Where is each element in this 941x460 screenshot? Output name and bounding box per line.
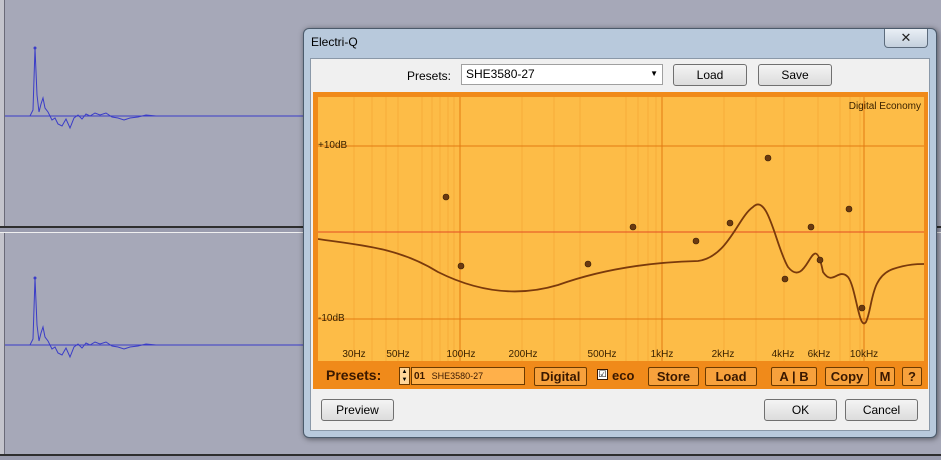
freq-label: 6kHz bbox=[807, 349, 831, 360]
chevron-up-icon[interactable]: ▲ bbox=[401, 369, 408, 375]
eq-point[interactable] bbox=[858, 304, 866, 312]
eq-point[interactable] bbox=[457, 262, 465, 270]
freq-label: 200Hz bbox=[508, 349, 538, 360]
eq-curve-canvas[interactable] bbox=[318, 97, 924, 361]
eco-label: eco bbox=[612, 368, 635, 383]
presets-label: Presets: bbox=[407, 69, 452, 83]
dialog-title: Electri-Q bbox=[311, 35, 358, 49]
eq-point[interactable] bbox=[692, 237, 700, 245]
bar-load-button[interactable]: Load bbox=[705, 367, 757, 386]
preset-name-field[interactable]: 01 SHE3580-27 bbox=[411, 367, 525, 385]
freq-label: 100Hz bbox=[446, 349, 476, 360]
preset-number: 01 bbox=[414, 371, 426, 382]
eq-point[interactable] bbox=[442, 193, 450, 201]
eq-panel: Digital Economy +10dB -10dB 30Hz 50Hz 10… bbox=[313, 92, 928, 389]
eq-graph[interactable]: Digital Economy +10dB -10dB 30Hz 50Hz 10… bbox=[318, 97, 924, 361]
db-label-minus10: -10dB bbox=[318, 313, 345, 324]
chevron-down-icon[interactable]: ▼ bbox=[401, 377, 408, 383]
eq-point[interactable] bbox=[845, 205, 853, 213]
eq-brand-label: Digital Economy bbox=[848, 101, 921, 112]
track-edge bbox=[0, 0, 5, 226]
waveform-2 bbox=[5, 276, 303, 359]
close-icon: ✕ bbox=[900, 30, 912, 45]
eq-point[interactable] bbox=[781, 275, 789, 283]
ab-compare-button[interactable]: A | B bbox=[771, 367, 817, 386]
eq-point[interactable] bbox=[816, 256, 824, 264]
save-preset-button[interactable]: Save bbox=[758, 64, 832, 86]
title-bar[interactable]: Electri-Q ✕ bbox=[304, 29, 936, 55]
close-button[interactable]: ✕ bbox=[884, 29, 928, 48]
m-button[interactable]: M bbox=[875, 367, 895, 386]
freq-label: 1kHz bbox=[650, 349, 674, 360]
freq-label: 500Hz bbox=[587, 349, 617, 360]
grid-lines bbox=[353, 97, 861, 361]
digital-button[interactable]: Digital bbox=[534, 367, 587, 386]
ok-button[interactable]: OK bbox=[764, 399, 837, 421]
eq-point[interactable] bbox=[764, 154, 772, 162]
eq-control-bar: Presets: ▲ ▼ 01 SHE3580-27 Digital ☑ eco… bbox=[313, 362, 928, 389]
eq-response-curve bbox=[318, 203, 924, 325]
eq-point[interactable] bbox=[629, 223, 637, 231]
freq-label: 10kHz bbox=[849, 349, 879, 360]
electri-q-dialog: Electri-Q ✕ Presets: SHE3580-27 ▼ Load S… bbox=[303, 28, 937, 438]
preview-button[interactable]: Preview bbox=[321, 399, 394, 421]
track-edge bbox=[0, 233, 5, 454]
freq-label: 50Hz bbox=[386, 349, 410, 360]
help-button[interactable]: ? bbox=[902, 367, 922, 386]
bar-presets-label: Presets: bbox=[326, 367, 382, 383]
eq-control-points[interactable] bbox=[442, 154, 866, 312]
presets-dropdown[interactable]: SHE3580-27 ▼ bbox=[461, 64, 663, 85]
db-label-plus10: +10dB bbox=[318, 140, 348, 151]
preset-name: SHE3580-27 bbox=[431, 371, 484, 381]
preset-spinner[interactable]: ▲ ▼ bbox=[399, 367, 410, 385]
chevron-down-icon: ▼ bbox=[650, 69, 658, 78]
load-preset-button[interactable]: Load bbox=[673, 64, 747, 86]
eq-point[interactable] bbox=[584, 260, 592, 268]
freq-label: 2kHz bbox=[711, 349, 735, 360]
presets-dropdown-value: SHE3580-27 bbox=[466, 67, 535, 81]
copy-button[interactable]: Copy bbox=[825, 367, 869, 386]
store-button[interactable]: Store bbox=[648, 367, 699, 386]
freq-label: 4kHz bbox=[771, 349, 795, 360]
cancel-button[interactable]: Cancel bbox=[845, 399, 918, 421]
freq-label: 30Hz bbox=[342, 349, 366, 360]
eco-checkbox[interactable]: ☑ bbox=[597, 369, 608, 380]
eq-point[interactable] bbox=[726, 219, 734, 227]
major-grid-lines bbox=[318, 97, 924, 361]
dialog-client: Presets: SHE3580-27 ▼ Load Save bbox=[310, 58, 930, 431]
eq-point[interactable] bbox=[807, 223, 815, 231]
waveform-1 bbox=[5, 46, 303, 130]
